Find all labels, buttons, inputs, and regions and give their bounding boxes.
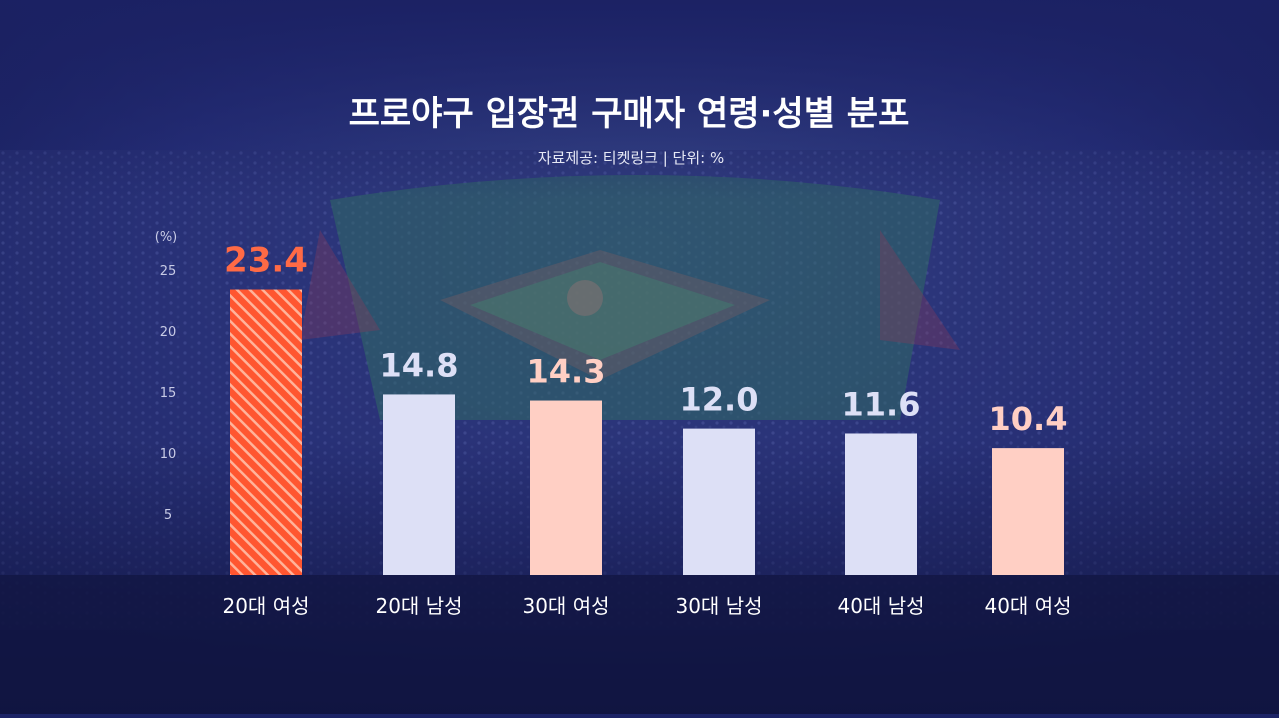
y-tick-label: 10: [160, 447, 177, 462]
data-label: 12.0: [680, 381, 759, 419]
x-category-label: 30대 여성: [522, 594, 609, 618]
chart-subtitle: 자료제공: 티켓링크 | 단위: %: [538, 149, 725, 167]
y-tick-label: 20: [160, 325, 177, 340]
bar: [845, 433, 917, 575]
bar: [992, 448, 1064, 575]
bar: [683, 428, 755, 575]
y-axis-unit-label: (%): [155, 230, 178, 245]
category-labels-group: 20대 여성 20대 남성 30대 여성 30대 남성 40대 남성 40대 여성: [222, 594, 1071, 618]
y-tick-label: 15: [160, 386, 177, 401]
chart-title: 프로야구 입장권 구매자 연령·성별 분포: [349, 94, 910, 134]
bar: [230, 289, 302, 575]
bar: [530, 400, 602, 575]
x-category-label: 20대 남성: [375, 594, 462, 618]
value-labels-group: 23.4 14.8 14.3 12.0 11.6 10.4: [224, 241, 1067, 439]
bars-group: [230, 289, 1064, 575]
data-label: 14.3: [527, 353, 606, 391]
y-tick-label: 5: [164, 508, 172, 523]
y-tick-label: 25: [160, 264, 177, 279]
data-label: 23.4: [224, 241, 308, 281]
x-category-label: 20대 여성: [222, 594, 309, 618]
x-category-label: 40대 남성: [837, 594, 924, 618]
data-label: 10.4: [989, 400, 1068, 438]
data-label: 11.6: [842, 385, 921, 423]
y-axis: 5 10 15 20 25: [160, 264, 177, 523]
x-category-label: 30대 남성: [675, 594, 762, 618]
bar: [383, 394, 455, 575]
data-label: 14.8: [380, 346, 459, 384]
x-category-label: 40대 여성: [984, 594, 1071, 618]
